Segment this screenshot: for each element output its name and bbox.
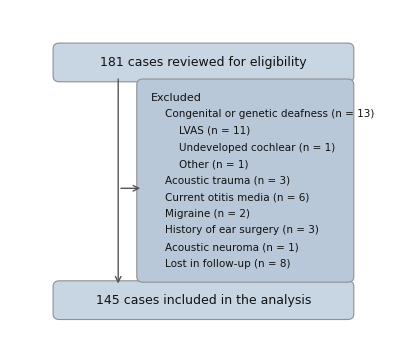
Text: Excluded: Excluded <box>151 93 202 103</box>
Text: Other (n = 1): Other (n = 1) <box>179 159 248 169</box>
Text: 181 cases reviewed for eligibility: 181 cases reviewed for eligibility <box>100 56 307 69</box>
Text: Acoustic neuroma (n = 1): Acoustic neuroma (n = 1) <box>165 242 298 252</box>
Text: History of ear surgery (n = 3): History of ear surgery (n = 3) <box>165 225 318 236</box>
Text: Congenital or genetic deafness (n = 13): Congenital or genetic deafness (n = 13) <box>165 109 374 120</box>
Text: Undeveloped cochlear (n = 1): Undeveloped cochlear (n = 1) <box>179 143 335 153</box>
FancyBboxPatch shape <box>53 281 354 320</box>
FancyBboxPatch shape <box>53 43 354 82</box>
Text: Acoustic trauma (n = 3): Acoustic trauma (n = 3) <box>165 176 290 186</box>
Text: Migraine (n = 2): Migraine (n = 2) <box>165 209 250 219</box>
Text: LVAS (n = 11): LVAS (n = 11) <box>179 126 250 136</box>
FancyBboxPatch shape <box>137 79 354 282</box>
Text: Lost in follow-up (n = 8): Lost in follow-up (n = 8) <box>165 259 290 269</box>
Text: 145 cases included in the analysis: 145 cases included in the analysis <box>96 294 311 307</box>
Text: Current otitis media (n = 6): Current otitis media (n = 6) <box>165 192 309 202</box>
